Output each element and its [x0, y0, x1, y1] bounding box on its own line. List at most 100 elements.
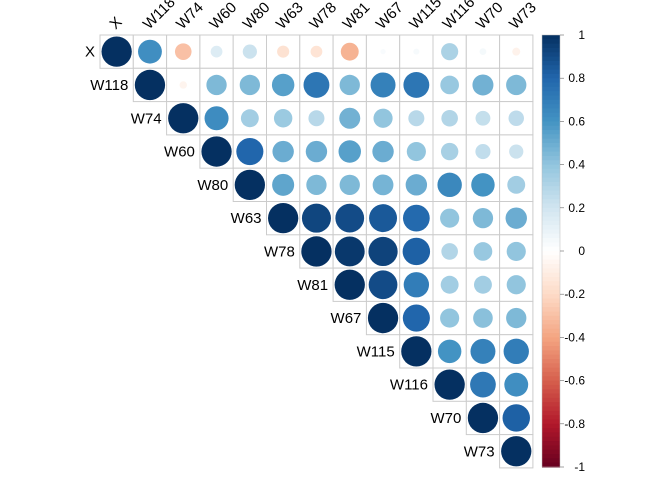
- corr-circle-X-W81: [340, 42, 359, 61]
- colorbar-segment: [542, 52, 560, 58]
- column-label: W118: [140, 0, 179, 33]
- colorbar-tick-label: 0.2: [568, 201, 585, 215]
- colorbar-segment: [542, 328, 560, 334]
- colorbar-segment: [542, 376, 560, 382]
- colorbar-segment: [542, 441, 560, 446]
- colorbar-segment: [542, 112, 560, 118]
- colorbar-segment: [542, 363, 560, 369]
- colorbar-segment: [542, 454, 560, 459]
- colorbar-segment: [542, 212, 560, 218]
- corr-circle-W81-W73: [506, 275, 526, 295]
- colorbar-segment: [542, 91, 560, 97]
- colorbar-segment: [542, 350, 560, 356]
- corr-circle-X-W70: [479, 48, 487, 56]
- corr-circle-W63-W116: [440, 208, 460, 228]
- corr-circle-W80-W116: [437, 172, 462, 198]
- corr-circle-W118-W78: [303, 72, 330, 98]
- row-label: W74: [131, 110, 162, 127]
- corr-circle-W73-W73: [501, 436, 532, 467]
- column-label: W63: [273, 0, 307, 33]
- corr-circle-W63-W78: [301, 203, 331, 233]
- colorbar-segment: [542, 69, 560, 75]
- corr-circle-W60-W81: [338, 140, 361, 163]
- colorbar-segment: [542, 138, 560, 144]
- colorbar-segment: [542, 302, 560, 308]
- colorbar-segment: [542, 78, 560, 84]
- row-label: W73: [464, 443, 495, 460]
- colorbar-segment: [542, 285, 560, 291]
- colorbar-segment: [542, 346, 560, 351]
- corr-circle-W63-W73: [505, 207, 527, 229]
- colorbar-segment: [542, 289, 560, 295]
- column-label: W115: [406, 0, 445, 33]
- corr-circle-W118-W73: [506, 74, 527, 96]
- colorbar-segment: [542, 449, 560, 455]
- corr-circle-W118-W60: [206, 74, 227, 96]
- corr-circle-W60-W70: [475, 143, 491, 160]
- colorbar-segment: [542, 155, 560, 161]
- corr-circle-W118-W70: [472, 74, 494, 96]
- corr-circle-X-W67: [380, 49, 386, 55]
- corr-circle-W74-W60: [204, 106, 229, 131]
- colorbar-segment: [542, 238, 560, 243]
- colorbar-segment: [542, 104, 560, 110]
- colorbar-segment: [542, 199, 560, 205]
- corr-circle-W115-W115: [401, 336, 432, 367]
- colorbar-segment: [542, 354, 560, 360]
- column-label: W60: [206, 0, 240, 33]
- corr-circle-W118-W81: [339, 74, 360, 96]
- corr-circle-W118-W118: [134, 69, 166, 101]
- corr-circle-X-X: [101, 36, 132, 67]
- colorbar-segment: [542, 415, 560, 421]
- corr-circle-W67-W115: [402, 304, 430, 332]
- colorbar-segment: [542, 246, 560, 252]
- colorbar-tick-label: -0.2: [564, 287, 585, 301]
- corr-circle-W74-W115: [408, 110, 425, 127]
- corr-circle-W118-W63: [271, 73, 295, 97]
- colorbar-segment: [542, 190, 560, 196]
- colorbar-segment: [542, 121, 560, 127]
- corr-circle-W60-W115: [406, 141, 426, 162]
- corr-circle-W60-W73: [509, 144, 524, 159]
- colorbar-segment: [542, 43, 560, 49]
- grid-cell: [499, 234, 534, 269]
- colorbar-segment: [542, 65, 560, 71]
- colorbar-segment: [542, 276, 560, 282]
- corr-circle-W118-W80: [239, 74, 261, 96]
- colorbar-segment: [542, 393, 560, 399]
- row-label: W118: [90, 77, 128, 94]
- corr-circle-W80-W73: [507, 175, 526, 194]
- corr-circle-W63-W67: [369, 204, 398, 233]
- row-label: W60: [164, 144, 195, 161]
- colorbar-segment: [542, 320, 560, 326]
- colorbar-segment: [542, 177, 560, 183]
- corr-circle-W60-W63: [272, 140, 294, 163]
- colorbar-segment: [542, 60, 560, 66]
- colorbar-segment: [542, 164, 560, 170]
- colorbar-segment: [542, 99, 560, 105]
- colorbar: 1 0.8 0.6 0.4 0.2 0 -0.2 -0.4 -0.6 -0.8 -1: [541, 28, 585, 474]
- colorbar-segment: [542, 333, 560, 338]
- colorbar-segment: [542, 311, 560, 317]
- column-label: X: [106, 14, 125, 33]
- corr-circle-W80-W81: [339, 174, 360, 196]
- colorbar-segment: [542, 337, 560, 343]
- colorbar-tick-label: -1: [574, 460, 585, 474]
- colorbar-segment: [542, 216, 560, 222]
- corr-circle-W81-W81: [334, 269, 365, 300]
- corr-circle-W78-W81: [334, 236, 365, 267]
- colorbar-segment: [542, 160, 560, 166]
- column-label: W116: [439, 0, 478, 33]
- colorbar-segment: [542, 281, 560, 287]
- colorbar-tick-label: -0.4: [564, 330, 585, 344]
- colorbar-segment: [542, 307, 560, 313]
- corr-circle-X-W74: [174, 43, 192, 60]
- corr-circle-W70-W73: [502, 404, 530, 432]
- corr-circle-W63-W115: [402, 204, 430, 232]
- colorbar-segment: [542, 410, 560, 416]
- colorbar-segment: [542, 259, 560, 265]
- corr-circle-W74-W80: [240, 109, 259, 128]
- corr-circle-W80-W115: [405, 174, 428, 196]
- column-label: W74: [173, 0, 207, 33]
